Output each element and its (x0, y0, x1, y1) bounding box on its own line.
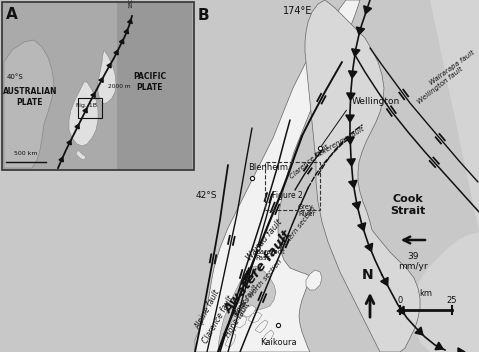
Text: eastern section: eastern section (279, 205, 317, 251)
Text: 40°S: 40°S (7, 74, 24, 80)
Text: B: B (198, 8, 210, 23)
Polygon shape (358, 223, 365, 231)
Polygon shape (69, 82, 98, 146)
Polygon shape (75, 124, 79, 129)
Polygon shape (98, 50, 116, 104)
Polygon shape (242, 305, 256, 317)
Polygon shape (235, 316, 247, 328)
Text: Mole’s worth section: Mole’s worth section (232, 258, 284, 318)
Polygon shape (346, 137, 354, 144)
Text: Wairau fault: Wairau fault (244, 218, 284, 262)
Bar (265, 162, 320, 210)
Polygon shape (458, 348, 465, 352)
Text: Hope fault: Hope fault (224, 301, 252, 339)
Polygon shape (99, 78, 103, 82)
Polygon shape (76, 150, 86, 160)
Polygon shape (255, 320, 268, 333)
Polygon shape (83, 108, 87, 113)
Polygon shape (127, 19, 132, 24)
Text: Grey
River: Grey River (298, 203, 315, 216)
Text: A: A (6, 7, 18, 22)
Text: PACIFIC
PLATE: PACIFIC PLATE (134, 72, 167, 92)
Polygon shape (381, 277, 388, 285)
Polygon shape (353, 202, 361, 209)
Polygon shape (195, 0, 360, 352)
Polygon shape (356, 27, 365, 35)
Text: Kekerengu fault: Kekerengu fault (314, 125, 365, 159)
Text: Barefoot
Pass: Barefoot Pass (255, 249, 285, 262)
Text: Cook
Strait: Cook Strait (390, 194, 426, 216)
Text: Alpine fault: Alpine fault (194, 289, 222, 331)
Text: Wellington fault: Wellington fault (416, 65, 464, 105)
Polygon shape (232, 302, 244, 312)
Text: 180°E: 180°E (128, 0, 133, 8)
Text: 500 km: 500 km (14, 151, 38, 156)
Polygon shape (364, 6, 372, 14)
Text: 39
mm/yr: 39 mm/yr (398, 252, 428, 271)
Polygon shape (435, 342, 443, 350)
Text: Fig. 1B: Fig. 1B (77, 102, 98, 107)
Polygon shape (114, 50, 118, 55)
Polygon shape (346, 115, 354, 122)
Polygon shape (352, 49, 360, 56)
Polygon shape (349, 180, 357, 188)
Polygon shape (225, 333, 236, 347)
Polygon shape (107, 63, 111, 68)
Polygon shape (248, 312, 262, 323)
Polygon shape (59, 157, 63, 162)
Bar (2, 2, 194, 170)
Bar (2, 2, 194, 170)
Polygon shape (397, 306, 404, 314)
Bar (78, 98, 102, 118)
Text: 42°S: 42°S (196, 190, 217, 200)
Text: N: N (362, 268, 374, 282)
Polygon shape (306, 270, 322, 290)
Polygon shape (365, 243, 373, 251)
Text: Clarence fault: Clarence fault (289, 144, 331, 180)
Text: 174°E: 174°E (283, 6, 313, 16)
Polygon shape (67, 140, 71, 145)
Text: Wairarapa fault: Wairarapa fault (428, 50, 476, 86)
Text: 25: 25 (447, 296, 457, 305)
Polygon shape (305, 0, 420, 352)
Polygon shape (124, 29, 128, 34)
Text: Clarence fault: Clarence fault (201, 295, 235, 345)
Text: Awatere fault: Awatere fault (222, 228, 294, 316)
Text: Elliot fault: Elliot fault (234, 284, 259, 316)
Polygon shape (412, 0, 479, 352)
Polygon shape (4, 40, 54, 168)
Text: 0: 0 (398, 296, 403, 305)
Text: Kaikoura: Kaikoura (260, 338, 297, 347)
Text: Blenheim: Blenheim (248, 163, 288, 172)
Polygon shape (415, 327, 423, 335)
Text: AUSTRALIAN
PLATE: AUSTRALIAN PLATE (3, 87, 57, 107)
Polygon shape (262, 330, 274, 343)
Polygon shape (218, 266, 276, 352)
Polygon shape (91, 93, 95, 98)
Polygon shape (349, 71, 357, 78)
Text: 2000 m: 2000 m (108, 84, 131, 89)
Bar (117, 2, 192, 170)
Polygon shape (347, 159, 355, 166)
Text: Wellington: Wellington (352, 98, 400, 107)
Polygon shape (347, 93, 355, 100)
Text: Figure 2: Figure 2 (272, 190, 303, 200)
Polygon shape (119, 39, 124, 44)
Text: km: km (420, 289, 433, 298)
